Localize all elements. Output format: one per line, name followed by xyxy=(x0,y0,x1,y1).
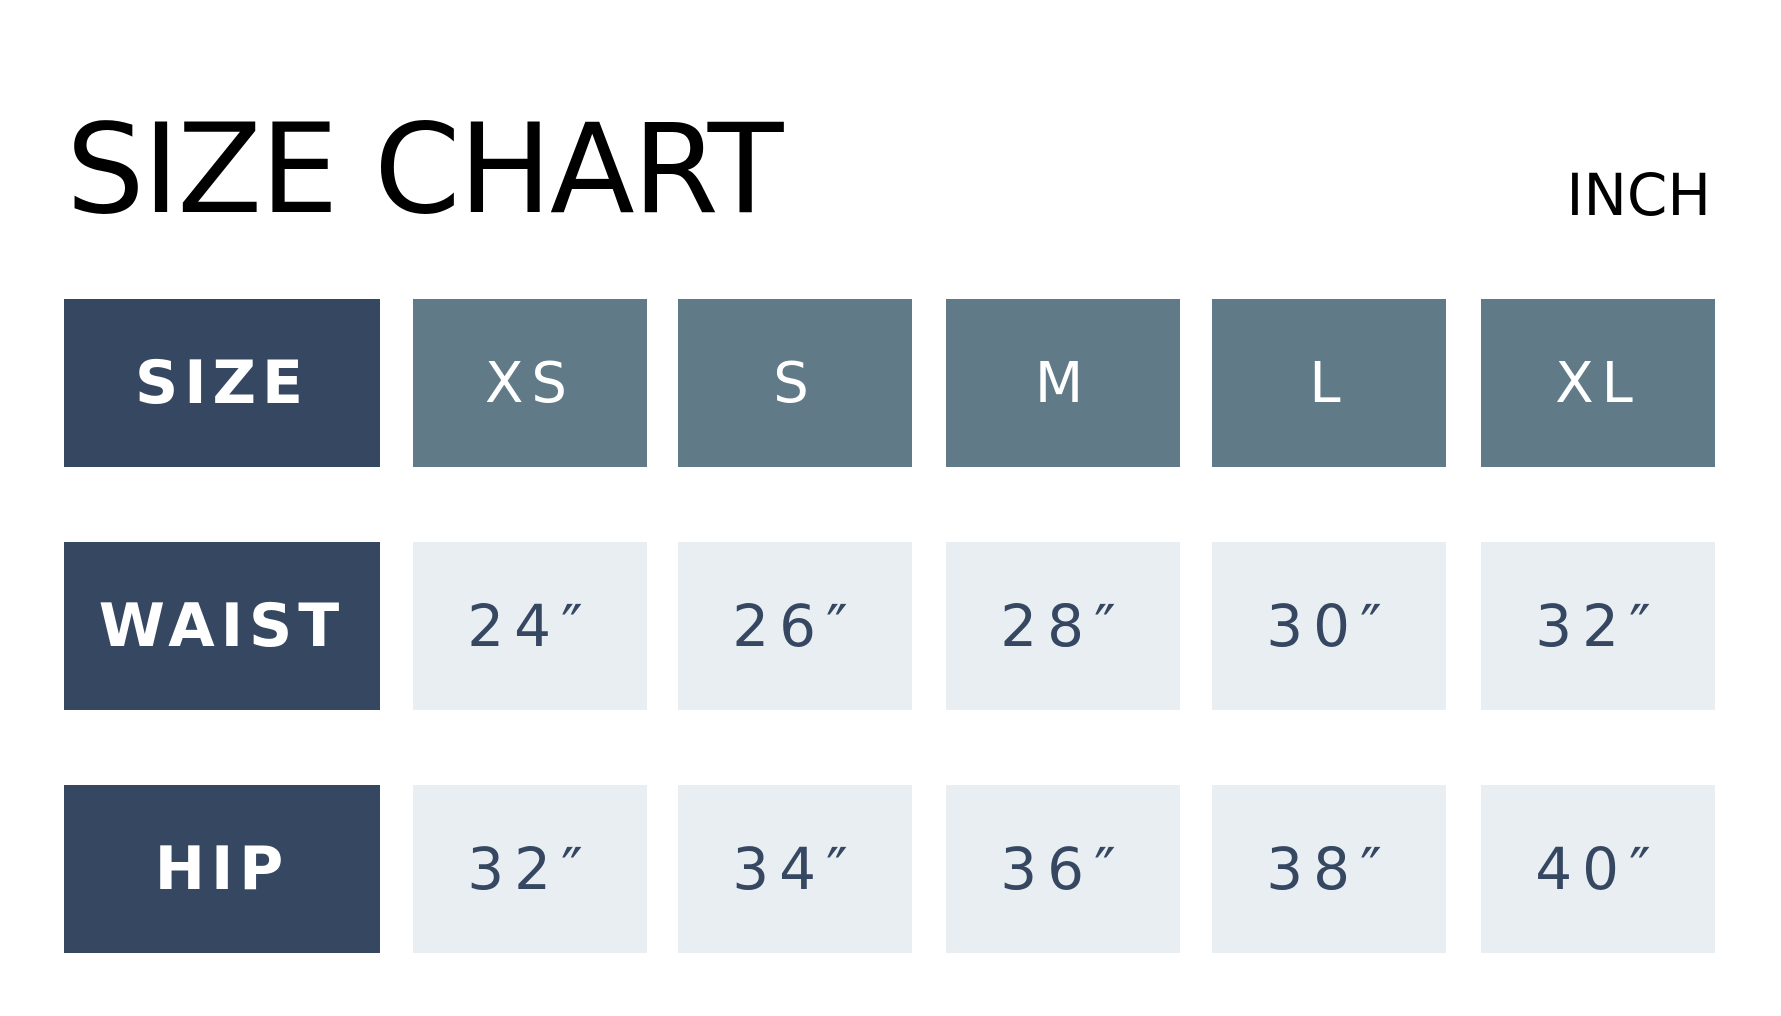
row-header-hip-text: HIP xyxy=(154,834,290,904)
measurement-cell-text: 40″ xyxy=(1535,835,1661,903)
measurement-cell-text: 32″ xyxy=(467,835,593,903)
measurement-cell-text: 38″ xyxy=(1266,835,1392,903)
measurement-cell-text: 26″ xyxy=(732,592,858,660)
measurement-cell: 24″ xyxy=(413,542,647,710)
measurement-cell: 34″ xyxy=(678,785,912,953)
size-column-header-text: XS xyxy=(485,350,575,416)
measurement-cell-text: 34″ xyxy=(732,835,858,903)
measurement-cell: 28″ xyxy=(946,542,1180,710)
measurement-cell: 40″ xyxy=(1481,785,1715,953)
size-header-cell-text: SIZE xyxy=(134,348,310,418)
measurement-cell: 26″ xyxy=(678,542,912,710)
row-header-waist-text: WAIST xyxy=(98,591,346,661)
size-column-header-text: M xyxy=(1034,350,1092,416)
measurement-cell: 32″ xyxy=(413,785,647,953)
measurement-cell: 36″ xyxy=(946,785,1180,953)
size-header-cell: SIZE xyxy=(64,299,380,467)
row-header-waist: WAIST xyxy=(64,542,380,710)
page-title: SIZE CHART xyxy=(66,98,784,242)
size-column-header: XS xyxy=(413,299,647,467)
measurement-cell-text: 24″ xyxy=(467,592,593,660)
measurement-cell: 32″ xyxy=(1481,542,1715,710)
measurement-cell-text: 30″ xyxy=(1266,592,1392,660)
size-column-header-text: L xyxy=(1309,350,1349,416)
size-column-header: S xyxy=(678,299,912,467)
measurement-cell: 30″ xyxy=(1212,542,1446,710)
measurement-cell-text: 32″ xyxy=(1535,592,1661,660)
size-column-header: XL xyxy=(1481,299,1715,467)
unit-label: INCH xyxy=(1566,161,1711,229)
size-column-header: L xyxy=(1212,299,1446,467)
size-column-header-text: XL xyxy=(1555,350,1641,416)
measurement-cell-text: 36″ xyxy=(1000,835,1126,903)
size-column-header-text: S xyxy=(773,350,817,416)
row-header-hip: HIP xyxy=(64,785,380,953)
measurement-cell: 38″ xyxy=(1212,785,1446,953)
measurement-cell-text: 28″ xyxy=(1000,592,1126,660)
size-column-header: M xyxy=(946,299,1180,467)
